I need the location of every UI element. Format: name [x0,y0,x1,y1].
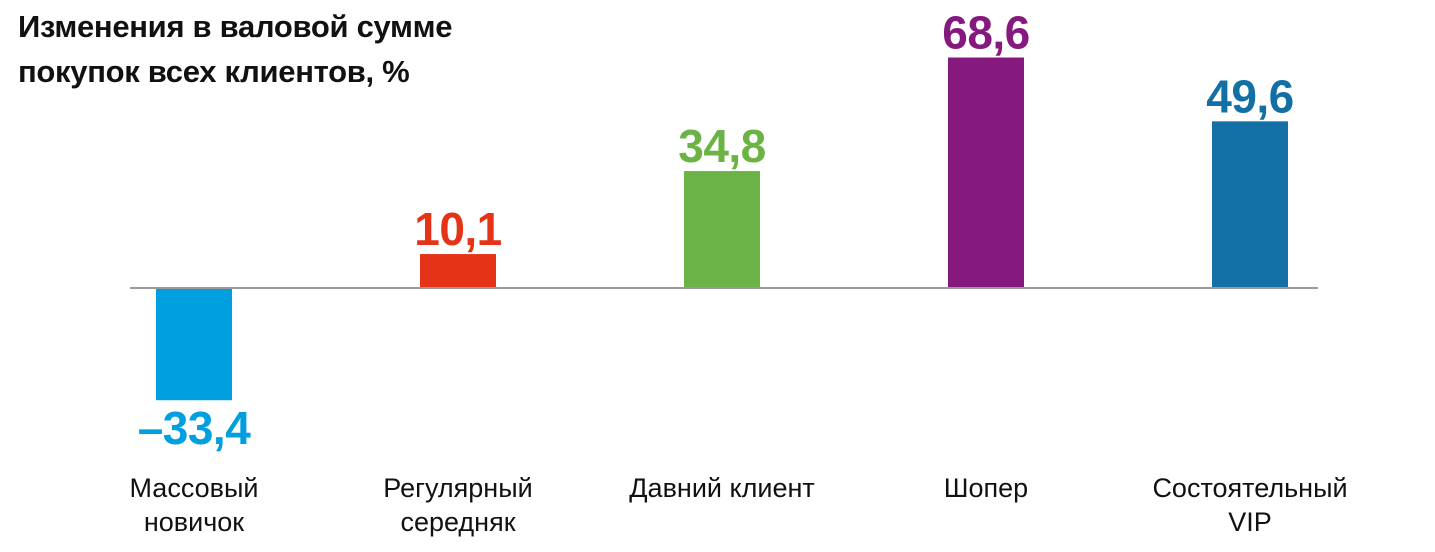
data-label-1: –33,4 [138,402,252,454]
data-label-5: 49,6 [1206,70,1294,122]
data-label-4: 68,6 [942,7,1030,59]
chart-title: Изменения в валовой сумме покупок всех к… [18,9,453,89]
category-label-3: Давний клиент [629,473,814,503]
bar-5 [1212,121,1288,289]
data-label-3: 34,8 [678,120,766,172]
data-label-2: 10,1 [414,203,502,255]
bar-3 [684,171,760,288]
category-label-5: Состоятельный VIP [1152,473,1347,537]
bar-1 [156,288,232,401]
bar-2 [420,254,496,288]
category-label-2: Регулярный середняк [383,473,532,537]
category-label-1: Массовый новичок [130,473,259,537]
bar-4 [948,57,1024,289]
category-label-4: Шопер [944,473,1028,503]
